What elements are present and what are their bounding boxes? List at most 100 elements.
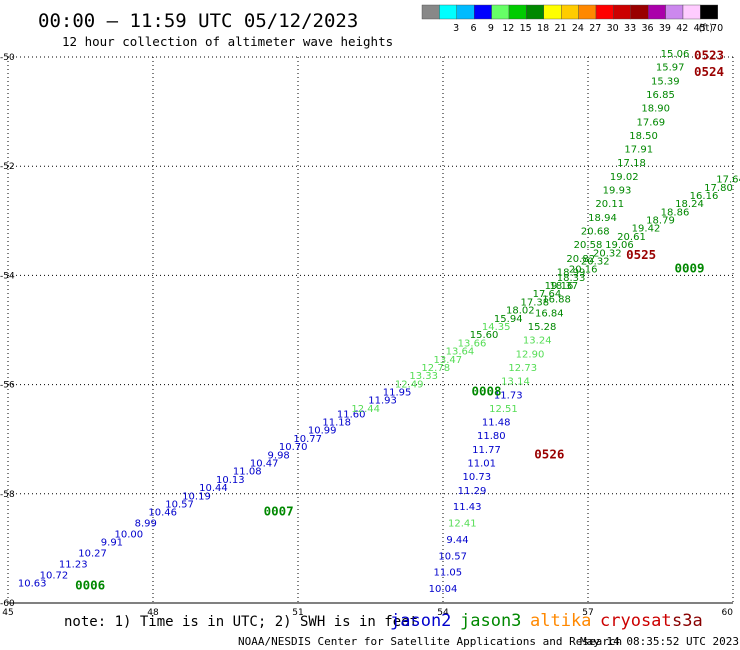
mission-cryosat: cryosat <box>600 611 672 631</box>
wave-height-point: 14.35 <box>482 322 511 333</box>
wave-height-point: 8.99 <box>135 519 157 530</box>
wave-height-point: 18.79 <box>646 216 675 227</box>
wave-height-point: 19.42 <box>632 224 661 235</box>
wave-height-point: 10.47 <box>250 459 279 470</box>
wave-height-point: 11.93 <box>368 396 397 407</box>
legend-swatch <box>543 4 562 20</box>
wave-height-point: 10.99 <box>308 426 337 437</box>
pass-id-label: 0008 <box>471 384 501 399</box>
wave-height-point: 11.43 <box>453 502 482 513</box>
wave-height-point: 10.70 <box>279 442 308 453</box>
legend-swatch <box>682 4 701 20</box>
wave-height-point: 12.51 <box>489 404 518 415</box>
wave-height-point: 15.39 <box>651 76 680 87</box>
chart-title: 00:00 – 11:59 UTC 05/12/2023 <box>38 10 358 32</box>
footer-timestamp: May 14 08:35:52 UTC 2023 <box>580 635 739 648</box>
wave-height-point: 18.94 <box>588 213 617 224</box>
wave-height-point: 19.16 <box>545 281 574 292</box>
wave-height-point: 15.28 <box>528 322 557 333</box>
wave-height-point: 10.57 <box>165 499 194 510</box>
legend-label: 33 <box>624 23 636 34</box>
legend-label: 21 <box>554 23 566 34</box>
wave-height-point: 20.61 <box>617 232 646 243</box>
y-tick-label: -56 <box>0 381 15 391</box>
wave-height-point: 17.80 <box>704 183 733 194</box>
x-tick-label: 54 <box>437 608 449 618</box>
wave-height-point: 18.24 <box>675 199 704 210</box>
wave-height-point: 20.16 <box>569 265 598 276</box>
wave-height-point: 16.88 <box>542 295 571 306</box>
wave-height-point: 18.02 <box>506 306 535 317</box>
wave-height-point: 20.82 <box>566 254 595 265</box>
wave-height-point: 10.19 <box>182 491 211 502</box>
legend-unit: (ft) <box>699 23 713 34</box>
x-tick-label: 57 <box>582 608 593 618</box>
wave-height-point: 10.72 <box>40 570 69 581</box>
wave-height-point: 17.91 <box>624 145 653 156</box>
x-tick-label: 45 <box>2 608 13 618</box>
wave-height-point: 11.08 <box>233 467 262 478</box>
wave-height-point: 13.24 <box>523 336 552 347</box>
wave-height-point: 17.64 <box>716 175 740 186</box>
legend-label: 30 <box>607 23 619 34</box>
legend-label: 6 <box>470 23 476 34</box>
wave-height-point: 10.13 <box>216 475 245 486</box>
pass-id-label: 0526 <box>534 446 564 461</box>
legend-swatch <box>700 4 719 20</box>
wave-height-point: 11.05 <box>434 568 463 579</box>
wave-height-point: 10.77 <box>293 434 322 445</box>
wave-height-point: 12.41 <box>448 519 477 530</box>
pass-id-label: 0523 <box>694 48 724 63</box>
wave-height-point: 11.73 <box>494 390 523 401</box>
wave-height-point: 17.18 <box>617 158 646 169</box>
wave-height-point: 11.48 <box>482 418 511 429</box>
mission-jason2: jason2 <box>390 611 451 631</box>
wave-height-point: 18.86 <box>661 207 690 218</box>
wave-height-point: 11.77 <box>472 445 501 456</box>
pass-id-label: 0006 <box>75 577 105 592</box>
wave-height-point: 10.46 <box>148 508 177 519</box>
legend-label: 3 <box>453 23 459 34</box>
wave-height-point: 9.91 <box>101 538 123 549</box>
footer-credit: NOAA/NESDIS Center for Satellite Applica… <box>238 635 622 648</box>
wave-height-point: 13.64 <box>446 347 475 358</box>
wave-height-point: 20.32 <box>581 256 610 267</box>
legend-swatch <box>508 4 527 20</box>
wave-height-point: 15.97 <box>656 63 685 74</box>
legend-label: 42 <box>676 23 688 34</box>
x-tick-label: 51 <box>292 608 303 618</box>
wave-height-point: 10.44 <box>199 483 228 494</box>
wave-height-point: 11.95 <box>383 388 412 399</box>
legend-swatch <box>613 4 632 20</box>
mission-legend: jason2 jason3 altika cryosat s3a <box>390 611 703 631</box>
legend-label: 70 <box>711 23 723 34</box>
legend-swatch <box>439 4 457 20</box>
legend-swatch <box>491 4 510 20</box>
wave-height-point: 11.60 <box>337 409 366 420</box>
wave-height-point: 16.85 <box>646 90 675 101</box>
wave-height-point: 12.49 <box>395 379 424 390</box>
y-tick-label: -58 <box>0 490 15 500</box>
pass-id-label: 0007 <box>264 504 294 519</box>
legend-label: 27 <box>589 23 601 34</box>
legend-label: 45 <box>694 23 706 34</box>
wave-height-point: 19.06 <box>605 240 634 251</box>
legend-label: 9 <box>488 23 494 34</box>
wave-height-point: 17.38 <box>521 297 550 308</box>
legend-swatch <box>474 4 492 20</box>
mission-altika: altika <box>530 611 591 631</box>
wave-height-point: 13.14 <box>501 377 530 388</box>
legend-label: 12 <box>502 23 514 34</box>
legend-label: 39 <box>659 23 671 34</box>
wave-height-point: 19.93 <box>603 186 632 197</box>
legend-swatch <box>595 4 614 20</box>
y-tick-label: -54 <box>0 271 15 281</box>
wave-height-point: 9.44 <box>446 535 468 546</box>
wave-height-point: 11.18 <box>322 418 351 429</box>
wave-height-point: 20.68 <box>581 226 610 237</box>
legend-label: 18 <box>537 23 549 34</box>
legend-swatch <box>561 4 579 20</box>
